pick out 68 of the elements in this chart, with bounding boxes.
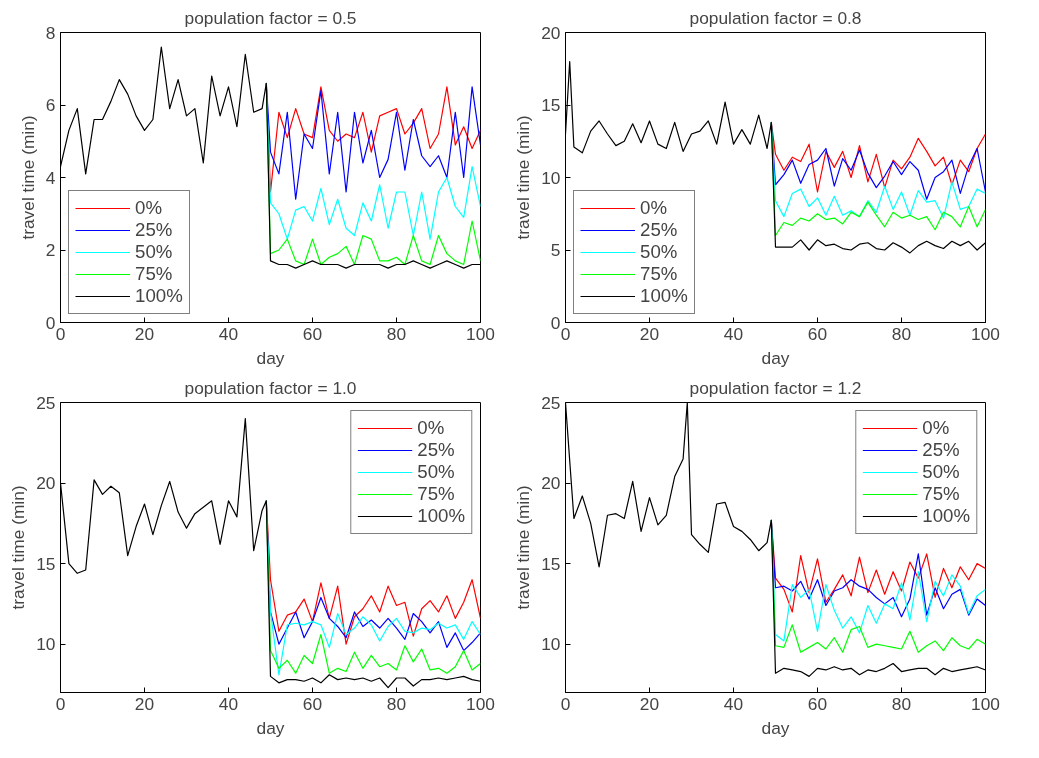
y-tick-label: 10 xyxy=(541,634,561,655)
x-tick-label: 40 xyxy=(723,693,744,714)
y-tick-label: 25 xyxy=(36,392,56,413)
x-tick-label: 80 xyxy=(386,323,407,344)
x-axis-title: day xyxy=(761,717,790,738)
y-tick-label: 2 xyxy=(45,240,56,260)
x-axis-title: day xyxy=(256,717,285,738)
y-tick-label: 5 xyxy=(550,240,561,260)
y-axis-title: travel time (min) xyxy=(17,115,38,240)
x-tick-label: 80 xyxy=(386,693,407,714)
x-tick-label: 40 xyxy=(723,323,744,344)
legend-label: 0% xyxy=(640,197,667,219)
legend-label: 75% xyxy=(417,483,455,505)
x-axis-title: day xyxy=(256,347,285,368)
legend-label: 0% xyxy=(417,417,445,439)
x-axis-title: day xyxy=(761,347,790,368)
y-axis-title: travel time (min) xyxy=(8,485,29,610)
legend-label: 25% xyxy=(922,439,960,461)
x-tick-label: 20 xyxy=(639,693,660,714)
y-tick-label: 15 xyxy=(541,95,561,115)
legend-label: 25% xyxy=(640,219,678,241)
x-tick-label: 100 xyxy=(466,693,495,714)
chart-title: population factor = 0.5 xyxy=(184,7,357,28)
legend-label: 100% xyxy=(922,505,970,527)
y-tick-label: 10 xyxy=(541,167,561,188)
legend-label: 50% xyxy=(922,461,960,483)
y-axis-title: travel time (min) xyxy=(513,115,534,240)
y-tick-label: 4 xyxy=(45,167,56,188)
y-tick-label: 10 xyxy=(36,634,56,655)
x-tick-label: 20 xyxy=(134,323,155,344)
x-tick-label: 100 xyxy=(971,323,1000,344)
legend-label: 100% xyxy=(417,505,465,527)
legend-label: 50% xyxy=(135,241,173,263)
x-tick-label: 60 xyxy=(302,323,323,344)
x-tick-label: 80 xyxy=(891,323,912,344)
y-tick-label: 25 xyxy=(541,392,561,413)
legend-label: 100% xyxy=(640,285,688,307)
x-tick-label: 40 xyxy=(218,323,239,344)
legend-label: 75% xyxy=(640,263,678,285)
legend-label: 100% xyxy=(135,285,183,307)
chart-title: population factor = 1.2 xyxy=(689,377,862,398)
x-tick-label: 20 xyxy=(134,693,155,714)
x-tick-label: 80 xyxy=(891,693,912,714)
legend-label: 25% xyxy=(417,439,455,461)
y-tick-label: 20 xyxy=(541,22,561,43)
x-tick-label: 40 xyxy=(218,693,239,714)
y-tick-label: 6 xyxy=(45,95,56,115)
x-tick-label: 60 xyxy=(807,693,828,714)
y-tick-label: 15 xyxy=(541,553,561,574)
legend-label: 25% xyxy=(135,219,173,241)
y-tick-label: 8 xyxy=(45,22,56,43)
x-tick-label: 20 xyxy=(639,323,660,344)
legend-label: 50% xyxy=(417,461,455,483)
legend-label: 0% xyxy=(135,197,162,219)
y-tick-label: 20 xyxy=(36,473,56,494)
legend-label: 75% xyxy=(922,483,960,505)
chart-title: population factor = 1.0 xyxy=(184,377,357,398)
x-tick-label: 60 xyxy=(807,323,828,344)
legend-label: 0% xyxy=(922,417,950,439)
legend-label: 75% xyxy=(135,263,173,285)
legend-label: 50% xyxy=(640,241,678,263)
y-tick-label: 15 xyxy=(36,553,56,574)
y-axis-title: travel time (min) xyxy=(513,485,534,610)
y-tick-label: 20 xyxy=(541,473,561,494)
x-tick-label: 60 xyxy=(302,693,323,714)
x-tick-label: 100 xyxy=(971,693,1000,714)
x-tick-label: 100 xyxy=(466,323,495,344)
chart-title: population factor = 0.8 xyxy=(689,7,862,28)
